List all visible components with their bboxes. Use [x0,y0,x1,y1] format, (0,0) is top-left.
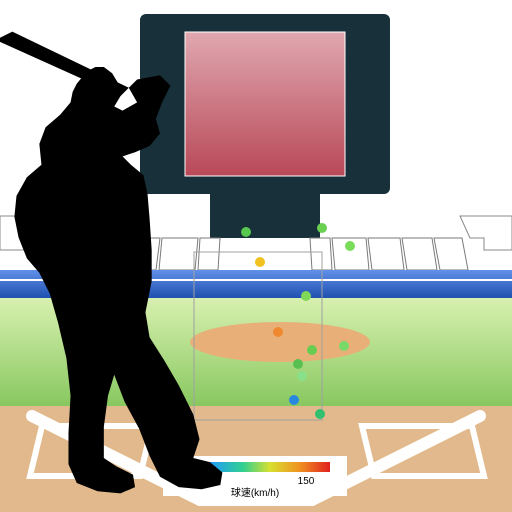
seat-section [368,238,404,270]
pitch-marker [241,227,251,237]
pitch-marker [293,359,303,369]
legend-tick-label: 150 [298,476,315,487]
pitch-marker [301,291,311,301]
pitch-marker [289,395,299,405]
pitch-marker [315,409,325,419]
pitch-marker [307,345,317,355]
pitch-marker [297,371,307,381]
seat-section [402,238,437,270]
pitch-marker [255,257,265,267]
pitch-marker [339,341,349,351]
pitch-marker [345,241,355,251]
scoreboard-screen [185,32,345,176]
scoreboard-neck [210,194,320,238]
pitch-marker [273,327,283,337]
seat-section [159,238,198,270]
legend-axis-label: 球速(km/h) [231,486,279,499]
seat-section [198,238,220,270]
pitch-location-chart: 100150球速(km/h) [0,0,512,512]
seat-section [434,238,468,270]
pitch-marker [317,223,327,233]
seat-section [310,238,332,270]
